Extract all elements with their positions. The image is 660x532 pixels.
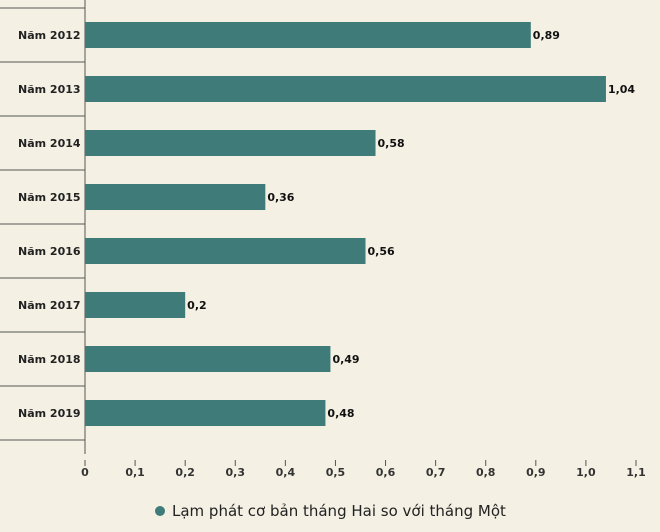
x-tick-label: 0,5	[326, 466, 346, 479]
category-label: Năm 2012	[18, 29, 81, 42]
axis-layer	[0, 0, 637, 466]
category-label: Năm 2019	[18, 407, 81, 420]
data-label: 0,48	[327, 407, 354, 420]
category-label: Năm 2016	[18, 245, 81, 258]
legend: Lạm phát cơ bản tháng Hai so với tháng M…	[155, 502, 506, 520]
category-label: Năm 2015	[18, 191, 81, 204]
x-tick-label: 0	[81, 466, 89, 479]
data-label: 0,58	[378, 137, 405, 150]
x-tick-label: 0,8	[476, 466, 496, 479]
category-label: Năm 2017	[18, 299, 81, 312]
x-tick-label: 1,1	[626, 466, 646, 479]
bar	[85, 292, 186, 318]
x-tick-label: 0,4	[276, 466, 296, 479]
bar	[85, 130, 376, 156]
data-label: 1,04	[608, 83, 635, 96]
category-label: Năm 2013	[18, 83, 81, 96]
bar	[85, 400, 326, 426]
data-label: 0,89	[533, 29, 560, 42]
x-tick-label: 0,6	[376, 466, 396, 479]
data-label: 0,36	[267, 191, 294, 204]
bar	[85, 346, 331, 372]
category-label: Năm 2014	[18, 137, 81, 150]
bar	[85, 238, 366, 264]
bar	[85, 184, 266, 210]
data-label: 0,2	[187, 299, 207, 312]
category-label: Năm 2018	[18, 353, 81, 366]
x-tick-label: 0,9	[526, 466, 546, 479]
x-tick-label: 0,2	[175, 466, 195, 479]
x-tick-label: 0,1	[125, 466, 145, 479]
label-layer: 0 0,1 0,2 0,3 0,4 0,5 0,6 0,7 0,8 0,9 1,0 1,1 Năm 20…	[18, 29, 646, 479]
x-tick-label: 0,3	[226, 466, 246, 479]
data-label: 0,56	[368, 245, 395, 258]
legend-label: Lạm phát cơ bản tháng Hai so với tháng M…	[172, 502, 506, 520]
x-tick-label: 0,7	[426, 466, 446, 479]
bar	[85, 76, 606, 102]
data-label: 0,49	[332, 353, 359, 366]
x-tick-label: 1,0	[576, 466, 596, 479]
bar-layer	[85, 22, 606, 426]
legend-marker	[155, 506, 165, 516]
bar	[85, 22, 531, 48]
